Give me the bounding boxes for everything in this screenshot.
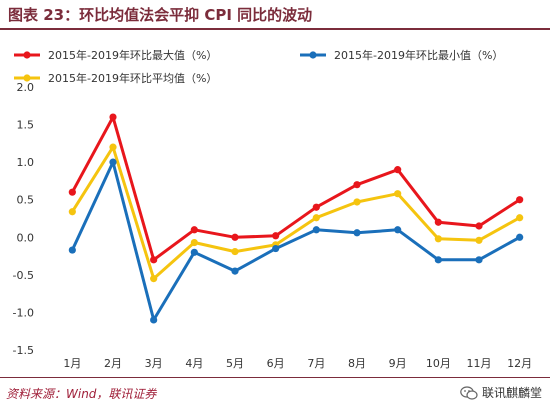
data-point-min <box>231 267 239 275</box>
data-point-min <box>150 316 158 324</box>
series-group <box>68 113 524 324</box>
data-point-avg <box>190 238 198 247</box>
data-point-avg <box>434 235 442 243</box>
y-tick-label: -1.5 <box>13 344 34 357</box>
data-point-min <box>353 229 361 237</box>
series-min <box>68 158 524 324</box>
legend-label: 2015年-2019年环比最小值（%） <box>334 48 503 62</box>
data-point-max <box>353 181 361 189</box>
legend-swatch-marker <box>23 51 31 59</box>
line-chart: 2015年-2019年环比最大值（%） 2015年-2019年环比最小值（%） 20… <box>13 48 533 370</box>
legend-item-max: 2015年-2019年环比最大值（%） <box>14 48 217 62</box>
data-point-max <box>150 256 158 264</box>
data-point-max <box>109 113 117 121</box>
x-tick-label: 5月 <box>226 357 244 370</box>
x-tick-label: 8月 <box>348 357 366 370</box>
x-tick-label: 4月 <box>185 357 203 370</box>
brand-watermark: 联讯麒麟堂 <box>460 384 542 401</box>
data-point-avg <box>394 190 402 198</box>
data-point-avg <box>231 247 239 256</box>
data-point-min <box>516 233 524 241</box>
x-tick-label: 1月 <box>63 357 81 370</box>
data-point-min <box>109 158 117 166</box>
wechat-icon <box>460 385 478 400</box>
y-tick-label: 1.0 <box>17 156 35 169</box>
legend-label: 2015年-2019年环比最大值（%） <box>48 48 217 62</box>
data-point-max <box>68 188 76 196</box>
data-point-min <box>190 248 198 256</box>
x-tick-label: 10月 <box>426 357 451 370</box>
data-point-avg <box>109 143 117 151</box>
x-axis: 1月 2月 3月 4月 5月 6月 7月 8月 9月 10月 11月 12月 <box>63 357 532 370</box>
data-point-avg <box>68 208 76 216</box>
y-tick-label: 0.5 <box>17 194 35 207</box>
data-point-max <box>231 233 239 241</box>
x-tick-label: 7月 <box>307 357 325 370</box>
x-tick-label: 11月 <box>467 357 492 370</box>
x-tick-label: 12月 <box>507 357 532 370</box>
y-axis: 2.0 1.5 1.0 0.5 0.0 -0.5 -1.0 -1.5 <box>13 81 34 357</box>
data-point-min <box>475 256 483 264</box>
x-tick-label: 6月 <box>267 357 285 370</box>
data-point-max <box>190 226 198 234</box>
data-point-min <box>68 246 76 254</box>
y-tick-label: -0.5 <box>13 269 34 282</box>
data-point-min <box>272 244 280 253</box>
legend-label: 2015年-2019年环比平均值（%） <box>48 71 217 85</box>
y-tick-label: 1.5 <box>17 119 35 132</box>
data-point-max <box>272 232 280 240</box>
footer-divider <box>0 377 550 378</box>
data-point-max <box>434 218 442 226</box>
series-line-avg <box>71 145 521 281</box>
page-title: 图表 23：环比均值法会平抑 CPI 同比的波动 <box>8 6 313 24</box>
data-point-min <box>434 256 442 264</box>
brand-name: 联讯麒麟堂 <box>481 386 542 400</box>
y-tick-label: -1.0 <box>13 306 34 319</box>
data-point-avg <box>516 214 524 222</box>
series-max <box>68 113 524 264</box>
data-point-max <box>394 166 402 174</box>
data-point-avg <box>150 275 158 283</box>
x-tick-label: 2月 <box>104 357 122 370</box>
x-tick-label: 9月 <box>389 357 407 370</box>
data-point-avg <box>475 236 483 244</box>
data-point-max <box>312 203 320 211</box>
legend-item-avg: 2015年-2019年环比平均值（%） <box>14 71 217 85</box>
title-divider <box>0 28 550 30</box>
data-point-avg <box>312 214 320 222</box>
y-tick-label: 2.0 <box>17 81 35 94</box>
y-tick-label: 0.0 <box>17 231 35 244</box>
chart-legend: 2015年-2019年环比最大值（%） 2015年-2019年环比最小值（%） 20… <box>14 48 503 85</box>
data-point-max <box>475 222 483 230</box>
series-line-min <box>70 160 521 322</box>
data-point-max <box>516 196 524 204</box>
legend-swatch-marker <box>23 74 31 82</box>
series-avg <box>68 143 524 283</box>
source-note: 资料来源：Wind，联讯证券 <box>6 387 157 401</box>
data-point-min <box>312 226 320 234</box>
legend-swatch-marker <box>309 51 317 59</box>
series-line-max <box>70 115 521 262</box>
legend-item-min: 2015年-2019年环比最小值（%） <box>300 48 503 62</box>
data-point-avg <box>353 198 361 206</box>
data-point-min <box>394 226 402 234</box>
x-tick-label: 3月 <box>145 357 163 370</box>
